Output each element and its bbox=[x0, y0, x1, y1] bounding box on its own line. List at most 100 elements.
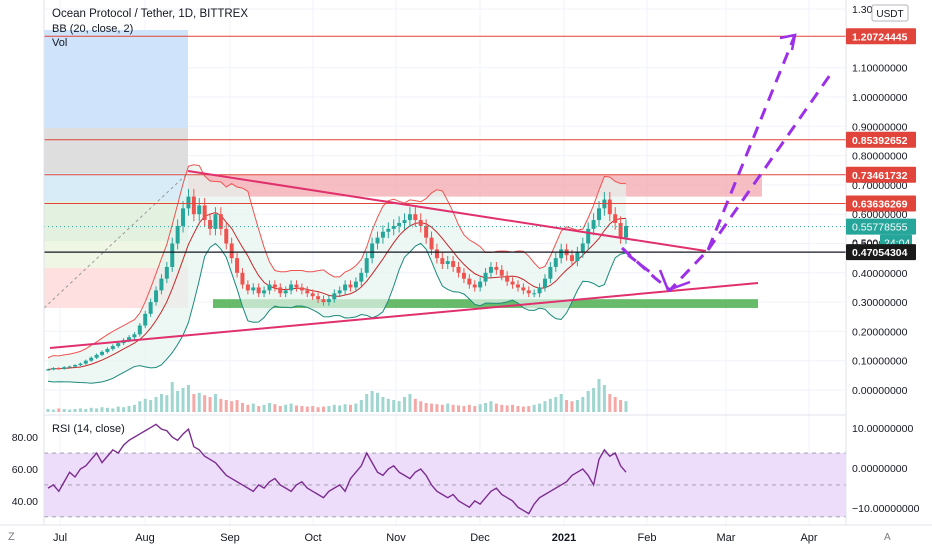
rsi-right-tick-label: −10.00000000 bbox=[852, 503, 920, 515]
volume-bar bbox=[246, 404, 250, 412]
candle-body bbox=[305, 290, 310, 294]
volume-bar bbox=[154, 397, 158, 412]
rsi-tick-label: 80.00 bbox=[12, 432, 38, 444]
volume-bar bbox=[78, 408, 82, 412]
current-price-tag bbox=[846, 218, 916, 235]
volume-bar bbox=[462, 406, 466, 412]
resistance-zone bbox=[188, 174, 762, 197]
volume-bar bbox=[413, 398, 417, 412]
candle-body bbox=[105, 348, 110, 352]
volume-bar bbox=[484, 403, 488, 412]
candle-body bbox=[364, 258, 369, 273]
candle-body bbox=[613, 214, 618, 223]
volume-bar bbox=[349, 404, 353, 412]
volume-bar bbox=[197, 392, 201, 412]
level-tag bbox=[846, 28, 916, 45]
volume-bar bbox=[68, 409, 72, 412]
last-price-tag bbox=[846, 244, 916, 261]
candle-body bbox=[429, 237, 434, 250]
volume-bar bbox=[105, 407, 109, 412]
rsi-axis: 80.00 60.00 40.00 10.00000000 0.00000000 −10.… bbox=[12, 423, 920, 515]
candle-body bbox=[51, 368, 56, 370]
candle-body bbox=[164, 266, 169, 279]
volume-bar bbox=[181, 388, 185, 412]
current-price-label: 0.55778555 bbox=[852, 222, 908, 234]
bb-basis bbox=[47, 211, 627, 370]
last-price-label: 0.47054304 bbox=[852, 247, 908, 259]
volume-bar bbox=[122, 407, 126, 412]
currency-badge-label: USDT bbox=[876, 9, 903, 20]
auto-scale-button[interactable]: A bbox=[884, 532, 891, 543]
price-tick-label: 0.60000000 bbox=[852, 209, 908, 221]
volume-bar bbox=[186, 385, 190, 412]
volume-bar bbox=[224, 400, 228, 412]
candle-body bbox=[451, 261, 456, 267]
candle-body bbox=[515, 284, 520, 288]
candle-body bbox=[137, 325, 142, 335]
candle-body bbox=[229, 243, 234, 259]
volume-bar bbox=[176, 391, 180, 412]
vol-indicator-label[interactable]: Vol bbox=[52, 37, 67, 49]
level-tag-label: 0.73461732 bbox=[852, 170, 908, 182]
candle-body bbox=[418, 220, 423, 226]
candle-body bbox=[100, 351, 105, 355]
time-axis[interactable]: Jul Aug Sep Oct Nov Dec 2021 Feb Mar Apr bbox=[53, 532, 818, 544]
currency-badge[interactable]: USDT bbox=[871, 4, 909, 22]
bb-indicator-label[interactable]: BB (20, close, 2) bbox=[52, 23, 133, 35]
volume-bar bbox=[494, 403, 498, 412]
volume-bar bbox=[219, 398, 223, 412]
candle-body bbox=[488, 266, 493, 273]
candle-body bbox=[132, 334, 137, 338]
rsi-right-tick-label: 10.00000000 bbox=[852, 423, 913, 435]
volume-bar bbox=[613, 397, 617, 412]
candle-body bbox=[596, 208, 601, 221]
candle-body bbox=[337, 290, 342, 294]
volume-bar bbox=[46, 409, 50, 412]
candle-body bbox=[186, 196, 191, 209]
volume-bar bbox=[311, 406, 315, 412]
candle-body bbox=[94, 354, 99, 358]
price-tick-label: 1.00000000 bbox=[852, 92, 908, 104]
volume-bar bbox=[100, 407, 104, 412]
volume-bar bbox=[500, 404, 504, 412]
candle-body bbox=[245, 284, 250, 291]
bb-upper bbox=[47, 164, 627, 359]
volume-bar bbox=[294, 405, 298, 412]
rsi-indicator-label[interactable]: RSI (14, close) bbox=[52, 423, 125, 435]
candle-body bbox=[316, 296, 321, 300]
volume-bar bbox=[300, 406, 304, 412]
volume-bar bbox=[478, 404, 482, 412]
candle-body bbox=[526, 290, 531, 294]
candle-body bbox=[413, 214, 418, 221]
time-tick-label: Mar bbox=[717, 532, 736, 544]
price-tick-label: 0.30000000 bbox=[852, 297, 908, 309]
volume-bar bbox=[548, 398, 552, 412]
time-tick-label: 2021 bbox=[552, 532, 576, 544]
candle-body bbox=[559, 249, 564, 259]
volume-bar bbox=[527, 406, 531, 412]
volume-bar bbox=[440, 404, 444, 412]
volume-bar bbox=[451, 404, 455, 412]
volume-bar bbox=[149, 400, 153, 412]
candle-body bbox=[569, 255, 574, 262]
volume-bar bbox=[376, 392, 380, 412]
candle-body bbox=[294, 284, 299, 288]
timezone-icon[interactable]: Z bbox=[8, 531, 15, 543]
volume-bar bbox=[57, 408, 61, 412]
price-tick-label: 0.00000000 bbox=[852, 385, 908, 397]
candle-body bbox=[553, 258, 558, 267]
candle-body bbox=[197, 205, 202, 215]
volume-bar bbox=[403, 397, 407, 412]
candle-body bbox=[218, 214, 223, 229]
volume-bar bbox=[575, 400, 579, 412]
candle-body bbox=[67, 366, 72, 368]
candle-body bbox=[224, 228, 229, 244]
volume-bar bbox=[343, 404, 347, 412]
price-tick-label: 0.90000000 bbox=[852, 121, 908, 133]
candle-body bbox=[375, 237, 380, 244]
level-tag bbox=[846, 195, 916, 212]
candle-body bbox=[310, 293, 315, 297]
volume-bar bbox=[511, 404, 515, 412]
bb-fill bbox=[48, 164, 626, 384]
